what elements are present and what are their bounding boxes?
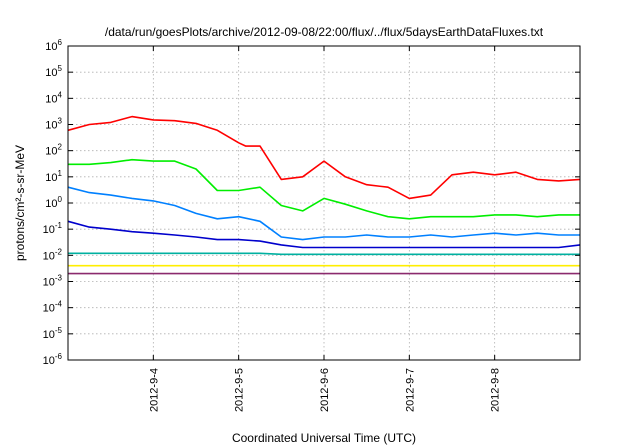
y-tick-label: 10-3 xyxy=(43,274,63,289)
y-tick-exponent: -3 xyxy=(55,274,63,283)
series-line-3 xyxy=(67,186,580,241)
y-tick-exponent: 4 xyxy=(58,90,63,99)
y-tick-base: 10 xyxy=(43,303,55,315)
x-axis-ticks: 2012-9-4 2012-9-5 2012-9-6 2012-9-7 2012-9-8 xyxy=(148,46,502,412)
chart-title: /data/run/goesPlots/archive/2012-09-08/2… xyxy=(105,25,544,39)
y-tick-exponent: -1 xyxy=(55,221,63,230)
y-tick-base: 10 xyxy=(45,120,57,132)
series-line-5 xyxy=(68,252,580,256)
y-tick-base: 10 xyxy=(43,250,55,262)
x-tick-label: 2012-9-5 xyxy=(234,368,246,412)
y-tick-exponent: 5 xyxy=(58,64,63,73)
y-tick-base: 10 xyxy=(45,93,57,105)
y-tick-base: 10 xyxy=(43,329,55,341)
y-tick-label: 101 xyxy=(45,169,62,184)
y-tick-label: 10-1 xyxy=(43,221,63,236)
y-tick-label: 102 xyxy=(45,143,62,158)
y-tick-base: 10 xyxy=(45,67,57,79)
y-tick-label: 100 xyxy=(45,195,62,210)
x-tick-label: 2012-9-7 xyxy=(404,368,416,412)
y-tick-label: 10-5 xyxy=(43,326,63,341)
series-line-2 xyxy=(68,158,580,220)
y-tick-base: 10 xyxy=(43,224,55,236)
y-axis-label: protons/cm²-s-sr-MeV xyxy=(13,145,27,261)
y-tick-exponent: 6 xyxy=(58,38,63,47)
grid-lines xyxy=(68,46,580,360)
y-tick-label: 106 xyxy=(45,38,62,53)
y-tick-base: 10 xyxy=(45,41,57,53)
y-tick-base: 10 xyxy=(43,277,55,289)
x-tick-label: 2012-9-4 xyxy=(148,368,160,412)
y-tick-label: 103 xyxy=(45,117,62,132)
y-tick-label: 10-2 xyxy=(43,247,63,262)
y-tick-exponent: 0 xyxy=(58,195,63,204)
x-tick-label: 2012-9-8 xyxy=(490,368,502,412)
x-axis-label: Coordinated Universal Time (UTC) xyxy=(232,431,416,445)
series-line-1 xyxy=(67,115,581,200)
y-tick-exponent: -2 xyxy=(55,247,63,256)
y-tick-base: 10 xyxy=(45,172,57,184)
y-tick-label: 105 xyxy=(45,64,62,79)
series-line-4 xyxy=(67,220,581,249)
y-tick-exponent: 3 xyxy=(58,117,63,126)
y-tick-label: 104 xyxy=(45,90,62,105)
y-tick-exponent: 2 xyxy=(58,143,63,152)
y-tick-exponent: -4 xyxy=(55,300,63,309)
y-tick-exponent: -6 xyxy=(55,352,63,361)
y-tick-base: 10 xyxy=(45,198,57,210)
y-axis-ticks: 10-610-510-410-310-210-11001011021031041… xyxy=(43,38,580,367)
y-tick-label: 10-4 xyxy=(43,300,63,315)
series-group xyxy=(67,115,581,275)
y-tick-base: 10 xyxy=(45,146,57,158)
y-tick-exponent: -5 xyxy=(55,326,63,335)
x-tick-label: 2012-9-6 xyxy=(319,368,331,412)
y-tick-label: 10-6 xyxy=(43,352,63,367)
y-tick-base: 10 xyxy=(43,355,55,367)
y-tick-exponent: 1 xyxy=(58,169,63,178)
